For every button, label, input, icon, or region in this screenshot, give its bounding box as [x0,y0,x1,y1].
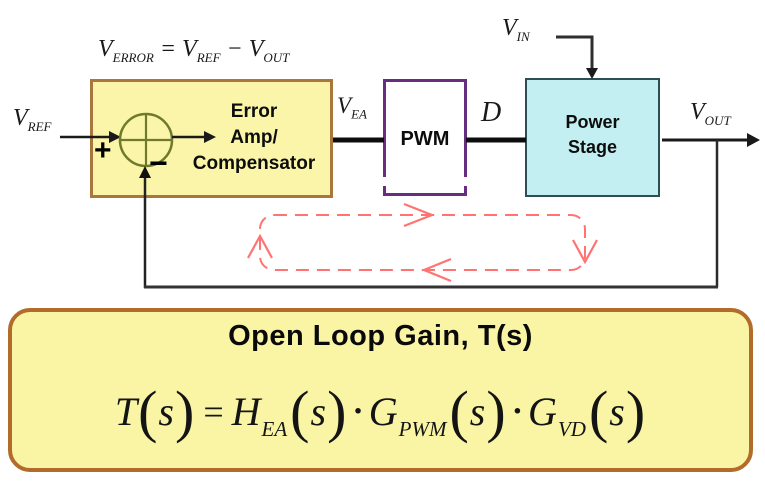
loop-arrow-left-icon [421,257,452,283]
eq-equals-sign: = [203,392,224,432]
open-loop-gain-title: Open Loop Gain, T(s) [228,320,533,352]
error-amp-line3: Compensator [192,153,316,174]
duty-cycle-label: D [481,97,502,128]
eq-rparen: ) [486,378,506,444]
eq-v-ref-base: V [182,36,197,62]
eq-s: s [158,389,174,434]
vea-sub: EA [351,106,367,122]
eq-G2: G [528,389,557,434]
vout-arrowhead-icon [747,133,760,147]
loop-arrow-right-icon [403,202,436,228]
eq-s: s [469,389,486,434]
eq-dot: · [511,393,524,430]
summing-minus-sign: − [149,145,168,181]
eq-rparen: ) [174,378,195,444]
eq-dot: · [352,393,364,430]
vref-signal-label: VREF [13,105,52,135]
eq-rparen: ) [327,378,347,444]
eq-s: s [310,389,327,434]
eq-v-error-sub: ERROR [112,49,154,65]
eq-lparen: ( [290,378,310,444]
pwm-block-label: PWM [400,128,450,150]
power-stage-line1: Power [565,112,620,132]
vea-signal-label: VEA [337,93,367,123]
vout-sub: OUT [704,112,731,128]
eq-v-ref-sub: REF [196,49,221,65]
power-stage-line2: Stage [567,137,618,157]
error-voltage-equation: VERROR = VREF − VOUT [98,36,289,66]
error-amp-block-label: Error Amp/ Compensator [178,99,330,177]
vref-base: V [13,105,28,131]
eq-G1: G [368,389,398,434]
eq-lparen: ( [138,378,158,444]
pwm-block [383,79,467,196]
summing-plus-sign: + [94,134,112,167]
eq-v-out-sub: OUT [263,49,290,65]
error-amp-line1: Error [230,101,278,122]
vin-base: V [502,15,517,41]
power-stage-block [525,78,660,197]
vin-line [556,35,594,69]
eq-rparen: ) [625,378,646,444]
eq-s: s [609,389,625,434]
loop-arrow-up-icon [247,233,273,259]
eq-H-sub: EA [261,417,288,441]
eq-G1-sub: PWM [398,417,447,441]
vin-sub: IN [516,28,530,44]
vea-base: V [337,93,352,118]
vout-base: V [690,99,705,125]
eq-equals: = [159,36,177,62]
eq-lparen: ( [449,378,469,444]
eq-v-out-base: V [248,36,264,62]
loop-dashed-ring [259,214,586,271]
power-stage-block-label: Power Stage [525,110,660,160]
eq-minus: − [226,36,243,62]
vin-signal-label: VIN [502,15,530,45]
eq-G2-sub: VD [557,417,586,441]
open-loop-gain-summary-box [8,308,753,472]
eq-T: T [114,389,138,434]
eq-v-error-base: V [98,36,113,62]
loop-arrow-down-icon [572,239,598,265]
eq-lparen: ( [588,378,609,444]
vout-signal-label: VOUT [690,99,731,129]
eq-H: H [231,389,261,434]
error-amp-line2: Amp/ [230,127,278,148]
vref-sub: REF [27,118,52,134]
open-loop-gain-equation: T ( s ) = H EA ( s ) · G PWM ( s ) · G V… [8,374,753,450]
